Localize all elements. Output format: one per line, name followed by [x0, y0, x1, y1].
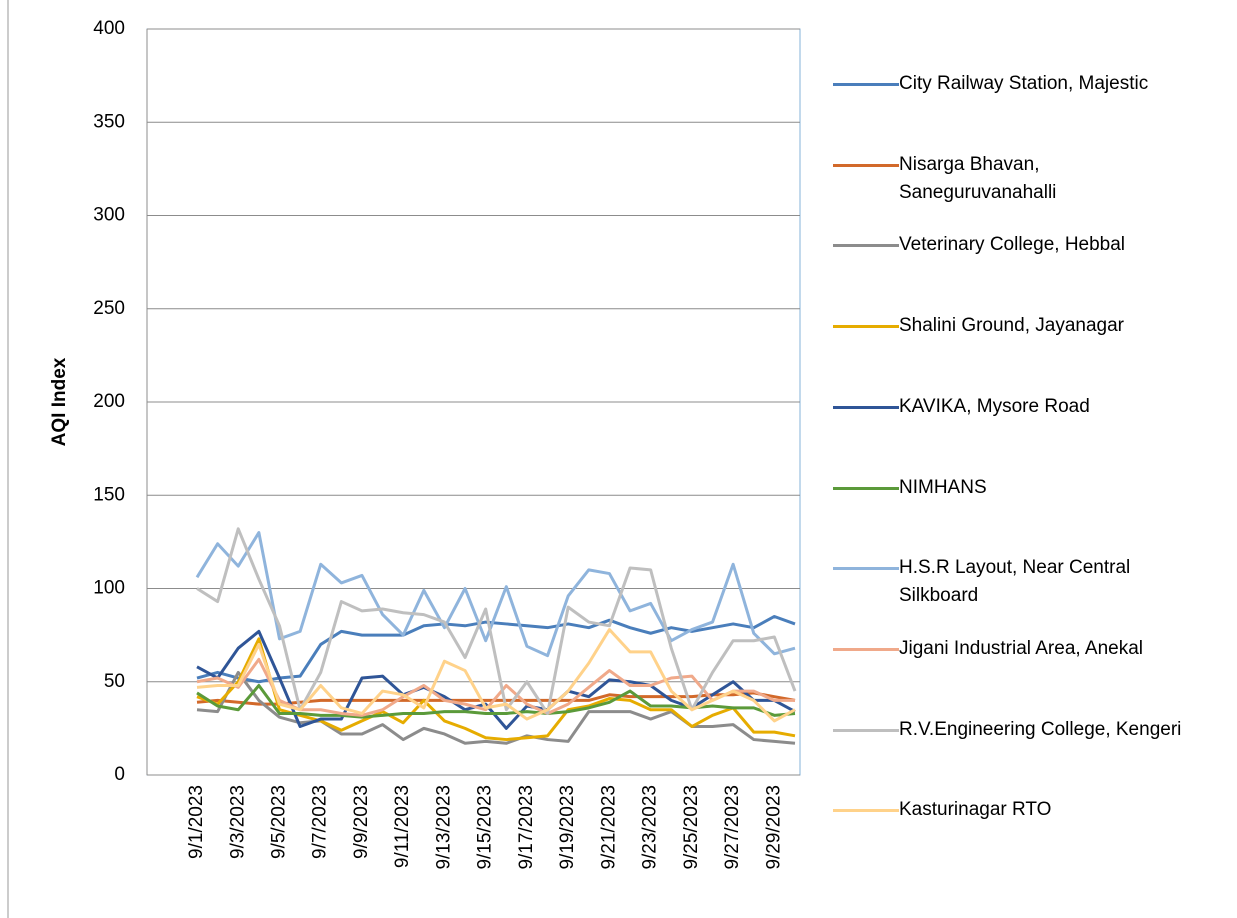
legend-label: R.V.Engineering College, Kengeri [899, 718, 1182, 740]
legend-label: Jigani Industrial Area, Anekal [899, 637, 1143, 659]
x-tick-label: 9/9/2023 [351, 785, 372, 859]
y-tick-label: 400 [93, 18, 125, 39]
x-tick-label: 9/29/2023 [763, 785, 784, 870]
legend-item: R.V.Engineering College, Kengeri [833, 716, 1233, 744]
legend-item: NIMHANS [833, 474, 1233, 502]
legend-swatch [833, 83, 899, 86]
legend-item: Shalini Ground, Jayanagar [833, 312, 1233, 340]
legend-label: Nisarga Bhavan, Saneguruvanahalli [899, 153, 1057, 203]
x-tick-label: 9/11/2023 [392, 785, 413, 868]
x-tick-label: 9/17/2023 [516, 785, 537, 870]
x-tick-label: 9/7/2023 [310, 785, 331, 859]
legend-item: Jigani Industrial Area, Anekal [833, 635, 1233, 663]
legend-swatch [833, 567, 899, 571]
legend-swatch [833, 728, 899, 732]
legend-swatch [833, 809, 899, 813]
x-tick-label: 9/5/2023 [268, 785, 289, 859]
x-tick-label: 9/21/2023 [598, 785, 619, 870]
y-tick-label: 100 [93, 578, 125, 599]
legend-label: Veterinary College, Hebbal [899, 234, 1126, 256]
x-tick-label: 9/15/2023 [475, 785, 496, 870]
x-tick-label: 9/1/2023 [186, 785, 207, 859]
series-line [196, 691, 796, 706]
legend-item: KAVIKA, Mysore Road [833, 393, 1233, 421]
legend-item: Nisarga Bhavan, Saneguruvanahalli [833, 151, 1233, 207]
series-line [196, 614, 796, 684]
legend-item: Veterinary College, Hebbal [833, 231, 1233, 259]
y-axis-title: AQI Index [49, 357, 70, 446]
x-tick-label: 9/25/2023 [681, 785, 702, 870]
series-line [196, 527, 797, 715]
series-line [195, 531, 796, 658]
y-tick-label: 300 [93, 205, 125, 226]
legend-label: KAVIKA, Mysore Road [899, 395, 1090, 417]
legend-item: City Railway Station, Majestic [833, 70, 1233, 98]
x-tick-label: 9/23/2023 [640, 785, 661, 870]
y-tick-label: 350 [93, 111, 125, 132]
y-tick-label: 150 [93, 484, 125, 505]
legend-swatch [833, 163, 899, 167]
series-line [196, 628, 796, 723]
x-tick-label: 9/13/2023 [433, 785, 454, 870]
x-tick-label: 9/3/2023 [227, 785, 248, 859]
y-tick-label: 0 [114, 764, 125, 785]
x-tick-label: 9/19/2023 [557, 785, 578, 870]
legend-label: Kasturinagar RTO [899, 799, 1052, 821]
y-tick-label: 250 [93, 298, 125, 319]
legend-label: Shalini Ground, Jayanagar [899, 315, 1124, 337]
legend-label: NIMHANS [899, 476, 987, 498]
legend-item: H.S.R Layout, Near Central Silkboard [833, 554, 1233, 610]
y-tick-label: 50 [104, 671, 125, 692]
legend-swatch [833, 486, 899, 490]
x-tick-label: 9/27/2023 [722, 785, 743, 870]
legend-item: Kasturinagar RTO [833, 796, 1233, 824]
legend-swatch [833, 647, 899, 651]
legend-swatch [833, 325, 899, 329]
legend-label: City Railway Station, Majestic [899, 73, 1149, 94]
legend-label: H.S.R Layout, Near Central Silkboard [899, 557, 1131, 607]
legend-swatch [833, 405, 899, 409]
legend-swatch [833, 244, 899, 248]
y-tick-label: 200 [93, 391, 125, 412]
